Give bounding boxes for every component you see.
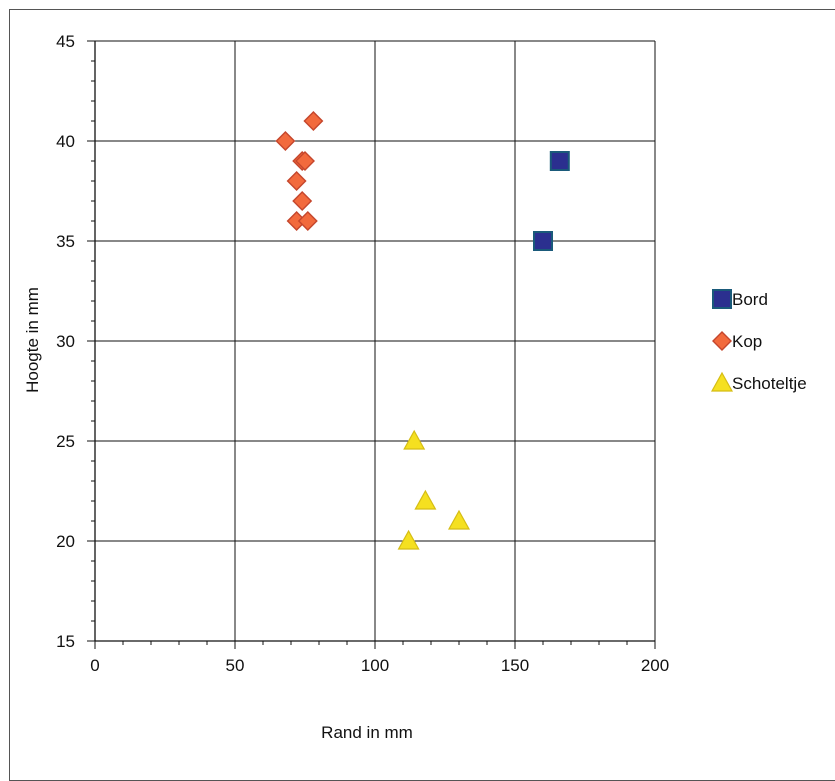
legend-marker-schoteltje: [710, 371, 734, 392]
scatter-point-schoteltje: [414, 489, 437, 510]
x-axis-label: Rand in mm: [321, 723, 413, 742]
scatter-point-schoteltje: [403, 429, 426, 450]
scatter-point-kop: [292, 191, 313, 211]
axes-layer: 0 50 100 150 200 15 20 25 30 35 40 45: [56, 32, 669, 675]
legend-marker-kop: [712, 331, 732, 351]
x-tick-label: 100: [361, 656, 389, 675]
grid-layer: [95, 40, 656, 641]
y-tick-label: 20: [56, 532, 75, 551]
x-tick-label: 0: [90, 656, 99, 675]
y-tick-label: 25: [56, 432, 75, 451]
y-tick-label: 40: [56, 132, 75, 151]
scatter-point-bord: [533, 231, 553, 251]
x-tick-label: 150: [501, 656, 529, 675]
legend-marker-bord: [712, 289, 732, 309]
points-layer: [275, 111, 570, 550]
chart-frame: [9, 9, 835, 781]
scatter-point-kop: [295, 151, 315, 171]
legend-label-kop: Kop: [732, 332, 762, 351]
scatter-point-kop: [303, 111, 324, 131]
y-tick-label: 45: [56, 32, 75, 51]
scatter-point-kop: [275, 131, 296, 151]
scatter-point-schoteltje: [447, 509, 471, 530]
y-tick-label: 35: [56, 232, 75, 251]
x-tick-label: 200: [641, 656, 669, 675]
y-tick-label: 15: [56, 632, 75, 651]
legend-label-bord: Bord: [732, 290, 768, 309]
x-tick-label: 50: [226, 656, 245, 675]
scatter-point-kop: [286, 171, 307, 191]
y-tick-label: 30: [56, 332, 75, 351]
scatter-point-schoteltje: [397, 529, 420, 550]
legend-layer: Bord Kop Schoteltje: [710, 289, 807, 393]
legend-label-schoteltje: Schoteltje: [732, 374, 807, 393]
scatter-point-kop: [297, 211, 318, 231]
y-axis-label: Hoogte in mm: [23, 287, 42, 393]
scatter-point-bord: [549, 151, 570, 171]
